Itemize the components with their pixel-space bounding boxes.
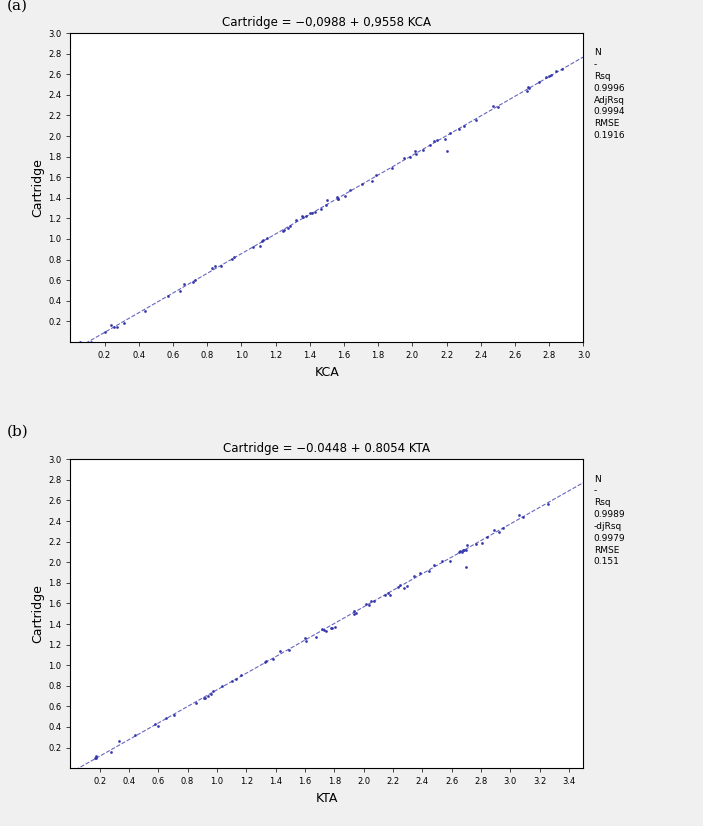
X-axis label: KCA: KCA <box>314 366 340 378</box>
X-axis label: KTA: KTA <box>316 792 338 805</box>
Text: (a): (a) <box>7 0 28 12</box>
Text: N
-
Rsq
0.9989
-djRsq
0.9979
RMSE
0.151: N - Rsq 0.9989 -djRsq 0.9979 RMSE 0.151 <box>594 475 626 567</box>
Y-axis label: Cartridge: Cartridge <box>31 584 44 643</box>
Text: N
-
Rsq
0.9996
AdjRsq
0.9994
RMSE
0.1916: N - Rsq 0.9996 AdjRsq 0.9994 RMSE 0.1916 <box>594 49 626 140</box>
Y-axis label: Cartridge: Cartridge <box>31 158 44 217</box>
Title: Cartridge = −0,0988 + 0,9558 KCA: Cartridge = −0,0988 + 0,9558 KCA <box>222 16 432 29</box>
Title: Cartridge = −0.0448 + 0.8054 KTA: Cartridge = −0.0448 + 0.8054 KTA <box>224 443 430 455</box>
Text: (b): (b) <box>7 425 29 439</box>
